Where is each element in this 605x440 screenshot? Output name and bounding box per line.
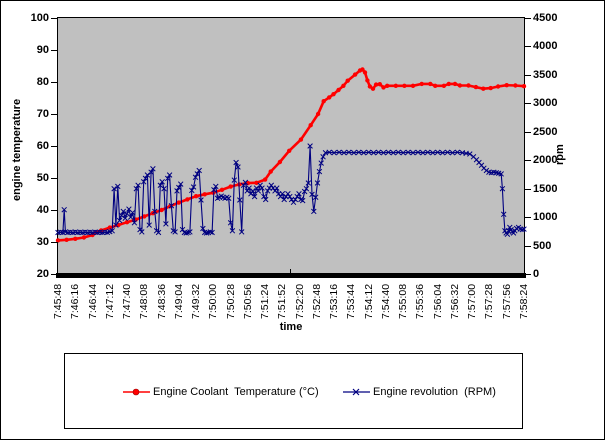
left-tick-mark — [51, 146, 58, 147]
x-tick-label: 7:47:40 — [121, 283, 134, 319]
right-tick-label: 4500 — [533, 12, 558, 24]
left-tick-label: 40 — [36, 204, 49, 216]
x-axis-title: time — [279, 321, 303, 333]
right-tick-label: 1500 — [533, 183, 558, 195]
right-tick-label: 1000 — [533, 211, 558, 223]
legend: Engine Coolant Temperature (°C) Engine r… — [64, 353, 523, 429]
right-axis-title: rpm — [554, 144, 566, 165]
x-tick-label: 7:50:28 — [224, 283, 237, 319]
x-tick-label: 7:53:16 — [328, 283, 341, 319]
x-tick-label: 7:56:04 — [431, 283, 444, 319]
x-axis-tick — [290, 269, 291, 278]
legend-label-rpm: Engine revolution (RPM) — [373, 386, 496, 398]
x-tick-label: 7:51:52 — [276, 283, 289, 319]
legend-entry-rpm: Engine revolution (RPM) — [343, 385, 496, 399]
right-tick-label: 2500 — [533, 126, 558, 138]
left-tick-label: 50 — [36, 172, 49, 184]
plot-area — [57, 17, 525, 275]
x-tick-label: 7:57:56 — [500, 283, 513, 319]
right-tick-mark — [524, 217, 531, 218]
x-tick-label: 7:51:24 — [259, 283, 272, 319]
x-tick-label: 7:49:32 — [190, 283, 203, 319]
x-tick-label: 7:57:28 — [483, 283, 496, 319]
x-tick-label: 7:53:44 — [345, 283, 358, 319]
x-axis-line — [56, 273, 526, 278]
x-tick-label: 7:57:00 — [466, 283, 479, 319]
right-tick-label: 3000 — [533, 97, 558, 109]
series-plot — [55, 67, 527, 243]
left-tick-label: 100 — [30, 12, 49, 24]
x-tick-label: 7:48:36 — [155, 283, 168, 319]
right-tick-mark — [524, 46, 531, 47]
x-tick-label: 7:48:08 — [138, 283, 151, 319]
left-tick-label: 70 — [36, 108, 49, 120]
rpm-series-marker-icon — [343, 388, 370, 396]
x-tick-label: 7:52:20 — [293, 283, 306, 319]
x-tick-label: 7:49:04 — [172, 283, 185, 319]
x-tick-label: 7:55:08 — [397, 283, 410, 319]
left-tick-mark — [51, 178, 58, 179]
left-tick-mark — [51, 114, 58, 115]
x-tick-label: 7:50:00 — [207, 283, 220, 319]
x-tick-label: 7:54:12 — [362, 283, 375, 319]
x-tick-label: 7:58:24 — [518, 283, 530, 319]
right-tick-label: 4000 — [533, 40, 558, 52]
x-tick-label: 7:47:12 — [103, 283, 116, 319]
temperature-series-marker-icon — [123, 388, 150, 396]
left-axis-title: engine temperature — [11, 98, 23, 201]
x-tick-label: 7:45:48 — [52, 283, 64, 319]
right-tick-label: 2000 — [533, 154, 558, 166]
right-tick-label: 500 — [533, 240, 552, 252]
left-tick-mark — [51, 18, 58, 19]
left-tick-mark — [51, 82, 58, 83]
right-tick-mark — [524, 160, 531, 161]
legend-entry-temperature: Engine Coolant Temperature (°C) — [123, 385, 319, 399]
left-tick-mark — [51, 50, 58, 51]
left-tick-label: 80 — [36, 76, 49, 88]
left-tick-label: 90 — [36, 44, 49, 56]
right-tick-mark — [524, 103, 531, 104]
x-tick-label: 7:56:32 — [448, 283, 461, 319]
right-tick-mark — [524, 75, 531, 76]
right-tick-mark — [524, 246, 531, 247]
x-tick-label: 7:50:56 — [241, 283, 254, 319]
left-tick-label: 60 — [36, 140, 49, 152]
right-tick-mark — [524, 18, 531, 19]
left-tick-mark — [51, 274, 58, 275]
x-tick-label: 7:55:36 — [414, 283, 427, 319]
right-tick-label: 0 — [533, 268, 540, 280]
right-tick-label: 3500 — [533, 69, 558, 81]
x-tick-label: 7:54:40 — [379, 283, 392, 319]
left-tick-mark — [51, 242, 58, 243]
right-tick-mark — [524, 274, 531, 275]
x-tick-label: 7:46:16 — [69, 283, 82, 319]
legend-label-temperature: Engine Coolant Temperature (°C) — [153, 386, 319, 398]
right-tick-mark — [524, 189, 531, 190]
left-tick-label: 30 — [36, 236, 49, 248]
right-tick-mark — [524, 132, 531, 133]
left-tick-label: 20 — [36, 268, 49, 280]
x-tick-label: 7:46:44 — [86, 283, 99, 319]
x-tick-label: 7:52:48 — [310, 283, 323, 319]
left-tick-mark — [51, 210, 58, 211]
